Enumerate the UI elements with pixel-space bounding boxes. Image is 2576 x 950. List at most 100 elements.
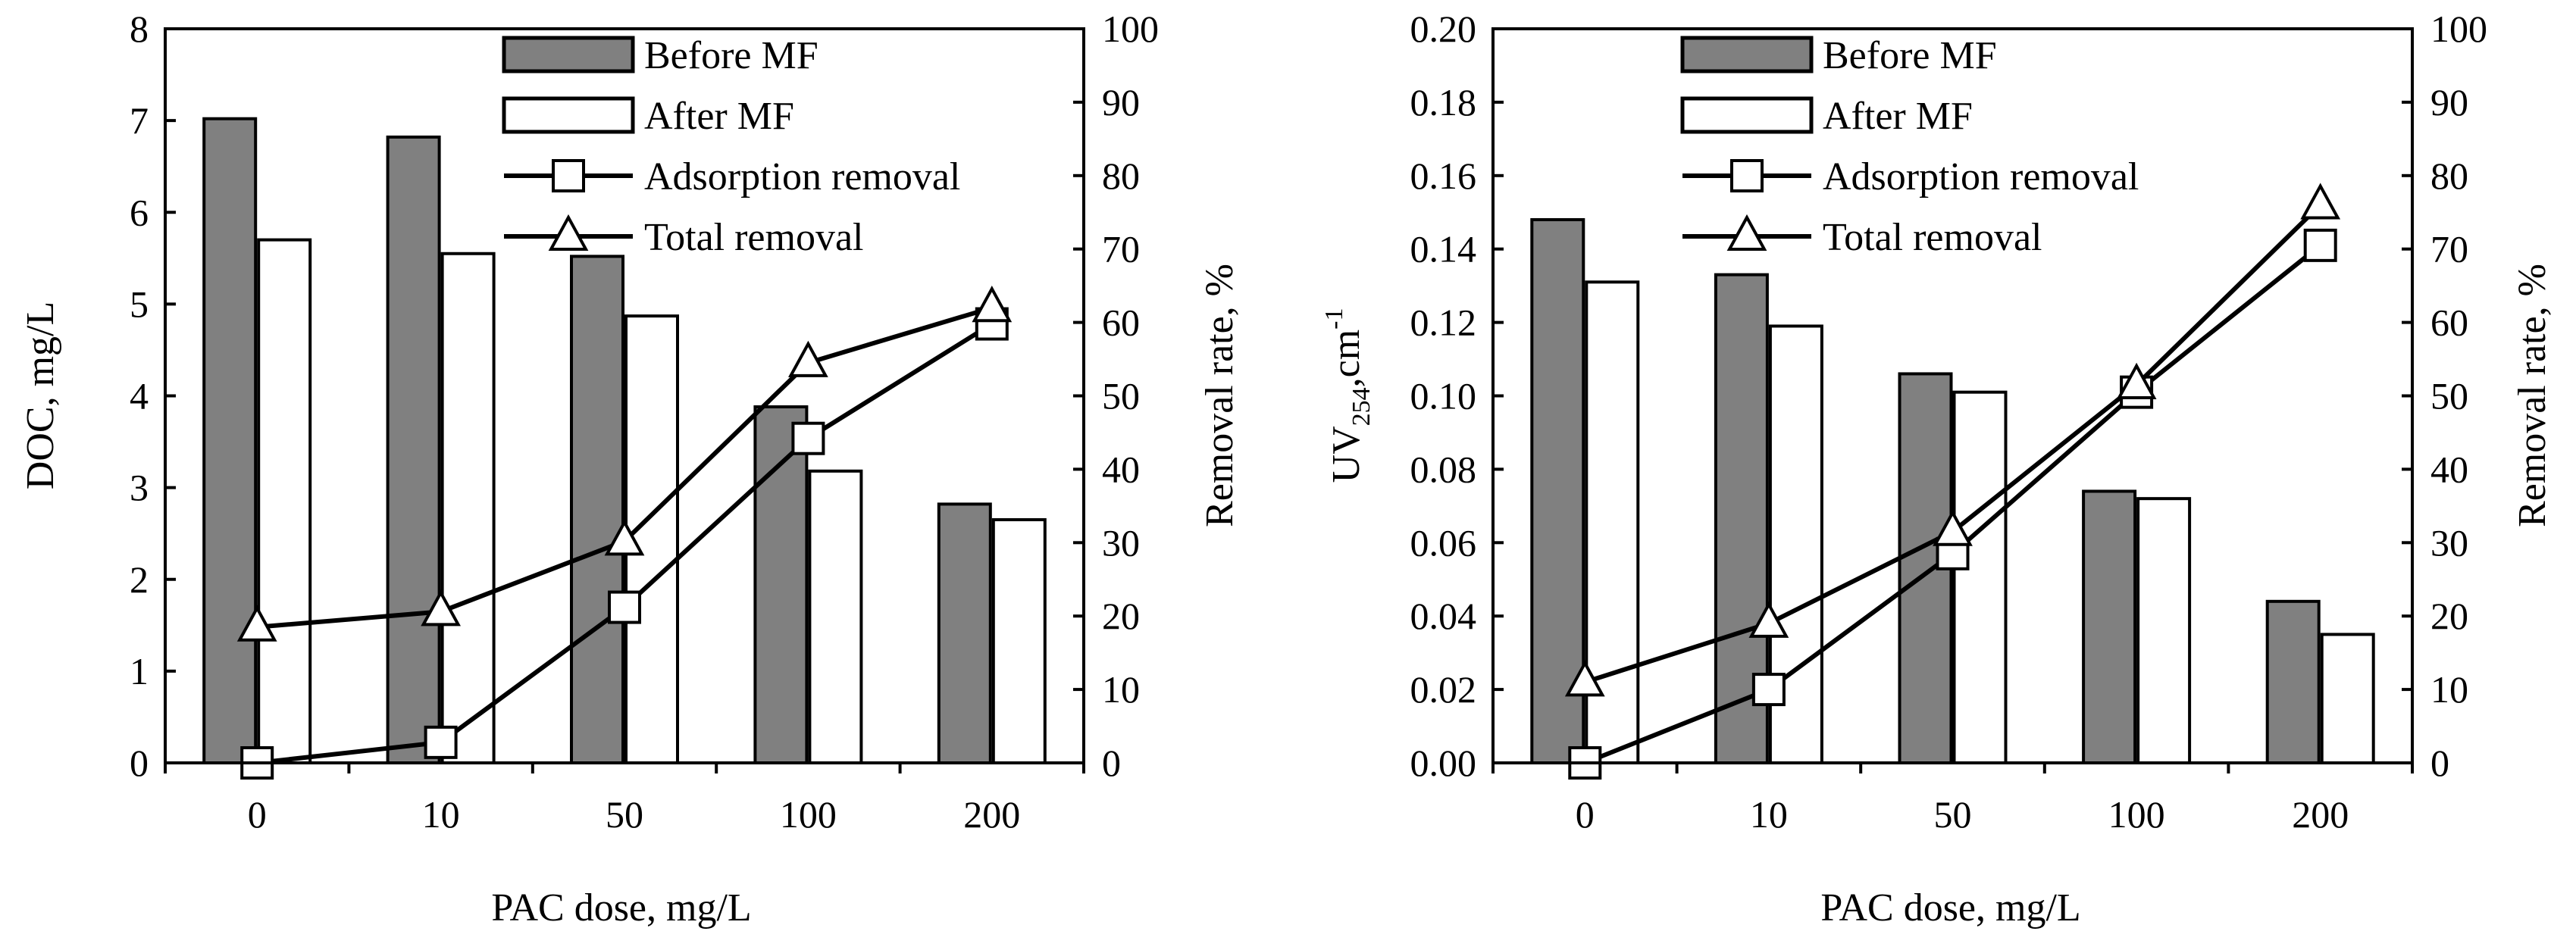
- y-right-tick-label: 70: [2430, 228, 2468, 270]
- y-tick-label: 1: [130, 650, 149, 692]
- x-tick-label: 100: [780, 793, 837, 836]
- marker-triangle-50: [1933, 509, 1973, 546]
- marker-square-10: [424, 725, 458, 759]
- y-right-tick-label: 10: [2430, 668, 2468, 711]
- marker-triangle-50: [604, 519, 645, 556]
- legend-marker-triangle: [548, 214, 589, 251]
- legend: Before MF After MF Adsorption removal Total…: [502, 34, 960, 259]
- y-right-tick-label: 40: [1102, 448, 1140, 490]
- y-right-axis-title: Removal rate, %: [2511, 264, 2554, 527]
- y-right-tick-label: 30: [1102, 521, 1140, 564]
- marker-square-200: [2303, 228, 2337, 262]
- x-tick-label: 100: [2108, 793, 2165, 836]
- y-right-tick-label: 50: [2430, 375, 2468, 417]
- legend-label: Before MF: [644, 34, 818, 77]
- y-tick-label: 0.18: [1410, 81, 1477, 123]
- y-axis-title-main: UV: [1325, 426, 1368, 483]
- y-axis-title: UV254,cm-1: [1320, 308, 1376, 483]
- bar-after-mf-50: [1952, 390, 2008, 765]
- bar-after-mf-100: [2136, 497, 2192, 764]
- legend-label: Adsorption removal: [644, 155, 960, 198]
- y-right-tick-label: 40: [2430, 448, 2468, 490]
- y-tick-label: 0: [130, 742, 149, 784]
- y-axis-title-main: DOC, mg/L: [19, 302, 62, 489]
- y-tick-label: 0.20: [1410, 8, 1477, 50]
- y-tick-label: 3: [130, 467, 149, 509]
- y-axis-title-tail: ,cm: [1325, 330, 1368, 388]
- legend: Before MF After MF Adsorption removal Total…: [1680, 34, 2139, 259]
- y-right-tick-label: 60: [2430, 302, 2468, 344]
- bar-after-mf-0: [257, 238, 312, 764]
- chart-2: 0.00 0.02 0.04 0.06 0.08 0.10 0.12 0.14 0.16 0.18…: [1320, 8, 2554, 930]
- x-axis-title: PAC dose, mg/L: [1820, 886, 2080, 930]
- y-right-tick-label: 10: [1102, 668, 1140, 711]
- legend-marker-square: [552, 159, 585, 192]
- y-right-tick-label: 60: [1102, 302, 1140, 344]
- bar-after-mf-200: [991, 518, 1047, 764]
- marker-triangle-10: [421, 589, 461, 627]
- y-tick-label: 0.14: [1410, 228, 1477, 270]
- marker-triangle-0: [236, 605, 277, 642]
- legend-label: Total removal: [644, 216, 863, 259]
- legend-label: After MF: [1823, 95, 1973, 138]
- x-tick-label: 50: [606, 793, 643, 836]
- legend-marker-square: [1730, 159, 1764, 192]
- x-tick-label: 0: [248, 793, 267, 836]
- y-tick-label: 0.02: [1410, 668, 1477, 711]
- y-axis-title-sub: 254: [1347, 387, 1376, 426]
- y-right-tick-label: 20: [1102, 595, 1140, 637]
- y-tick-label: 0.12: [1410, 302, 1477, 344]
- legend-label: Before MF: [1823, 34, 1997, 77]
- legend-label: Adsorption removal: [1823, 155, 2139, 198]
- y-tick-label: 8: [130, 8, 149, 50]
- legend-swatch-after-mf: [1680, 96, 1814, 134]
- y-tick-label: 0.00: [1410, 742, 1477, 784]
- y-right-tick-label: 70: [1102, 228, 1140, 270]
- x-tick-label: 50: [1934, 793, 1972, 836]
- y-right-tick-label: 0: [2430, 742, 2449, 784]
- marker-triangle-0: [1564, 660, 1605, 697]
- y-tick-label: 0.08: [1410, 448, 1477, 490]
- y-tick-label: 0.16: [1410, 155, 1477, 197]
- y-right-tick-label: 90: [2430, 81, 2468, 123]
- marker-triangle-200: [972, 286, 1013, 323]
- bar-before-mf-0: [202, 117, 258, 764]
- legend-swatch-before-mf: [502, 36, 635, 73]
- legend-swatch-after-mf: [502, 96, 635, 134]
- y-right-tick-label: 80: [1102, 155, 1140, 197]
- y-tick-label: 0.10: [1410, 375, 1477, 417]
- marker-square-50: [608, 590, 641, 624]
- y-right-tick-label: 90: [1102, 81, 1140, 123]
- legend-label: After MF: [644, 95, 794, 138]
- bar-before-mf-100: [753, 405, 809, 764]
- legend-swatch-before-mf: [1680, 36, 1814, 73]
- y-right-tick-label: 50: [1102, 375, 1140, 417]
- x-tick-label: 200: [963, 793, 1020, 836]
- bar-before-mf-100: [2082, 489, 2137, 764]
- y-right-tick-label: 0: [1102, 742, 1121, 784]
- marker-triangle-200: [2300, 183, 2341, 220]
- bar-after-mf-200: [2320, 633, 2375, 764]
- y-axis-title: DOC, mg/L: [19, 302, 62, 489]
- y-tick-label: 0.04: [1410, 595, 1477, 637]
- bar-before-mf-200: [2265, 599, 2321, 764]
- x-axis-title: PAC dose, mg/L: [491, 886, 751, 930]
- marker-triangle-10: [1748, 601, 1789, 638]
- marker-square-100: [791, 421, 825, 455]
- legend-label: Total removal: [1823, 216, 2042, 259]
- bar-before-mf-0: [1530, 217, 1585, 764]
- y-right-tick-label: 20: [2430, 595, 2468, 637]
- y-axis-title-sup: -1: [1320, 308, 1348, 330]
- y-right-axis-title: Removal rate, %: [1198, 264, 1241, 527]
- marker-triangle-100: [2116, 362, 2157, 399]
- bar-after-mf-100: [808, 469, 863, 764]
- x-tick-label: 0: [1576, 793, 1595, 836]
- bar-before-mf-50: [570, 255, 624, 764]
- y-tick-label: 5: [130, 283, 149, 325]
- y-tick-label: 7: [130, 99, 149, 142]
- legend-marker-triangle: [1726, 214, 1767, 251]
- marker-square-10: [1751, 673, 1786, 707]
- y-tick-label: 6: [130, 191, 149, 233]
